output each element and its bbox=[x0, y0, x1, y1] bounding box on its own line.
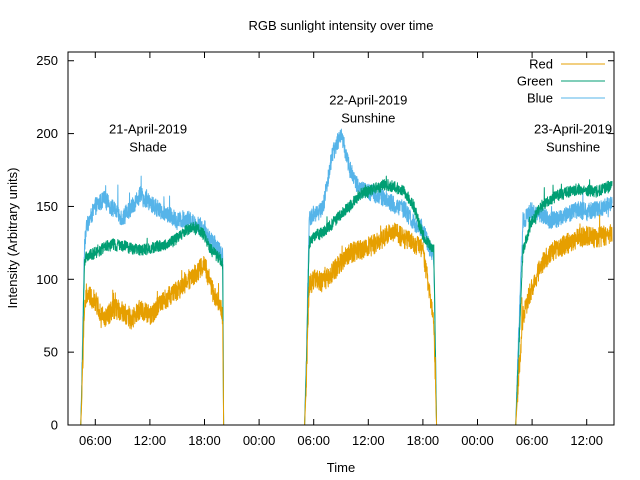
y-tick-label: 200 bbox=[36, 126, 58, 141]
legend-label-red: Red bbox=[529, 57, 553, 72]
annotations: 21-April-2019 Shade 22-April-2019 Sunshine 2… bbox=[109, 92, 612, 154]
y-tick-labels: 0 50 100 150 200 250 bbox=[36, 53, 58, 432]
tick-marks bbox=[68, 52, 614, 426]
y-tick-label: 150 bbox=[36, 199, 58, 214]
annotation-label: 21-April-2019 bbox=[109, 122, 187, 137]
series-line-green bbox=[78, 175, 613, 426]
series-line-red bbox=[78, 214, 613, 426]
y-tick-label: 250 bbox=[36, 53, 58, 68]
y-tick-label: 0 bbox=[51, 418, 58, 433]
x-tick-label: 12:00 bbox=[134, 433, 167, 448]
y-axis-label: Intensity (Arbitrary units) bbox=[5, 168, 20, 309]
x-tick-label: 12:00 bbox=[352, 433, 385, 448]
legend: Red Green Blue bbox=[517, 57, 605, 106]
chart-title: RGB sunlight intensity over time bbox=[249, 18, 434, 33]
plot-frame bbox=[67, 51, 615, 426]
series-line-blue bbox=[78, 128, 613, 426]
annotation-label: 22-April-2019 bbox=[329, 92, 407, 107]
x-tick-label: 18:00 bbox=[407, 433, 440, 448]
series-lines bbox=[78, 128, 613, 426]
x-tick-label: 12:00 bbox=[570, 433, 603, 448]
x-tick-label: 06:00 bbox=[297, 433, 330, 448]
y-tick-label: 50 bbox=[44, 345, 58, 360]
y-tick-label: 100 bbox=[36, 272, 58, 287]
x-tick-label: 18:00 bbox=[188, 433, 221, 448]
x-tick-label: 06:00 bbox=[79, 433, 112, 448]
x-tick-label: 00:00 bbox=[461, 433, 494, 448]
annotation-label: 23-April-2019 bbox=[534, 122, 612, 137]
annotation-label: Sunshine bbox=[341, 110, 395, 125]
x-tick-labels: 06:00 12:00 18:00 00:00 06:00 12:00 18:00 00:00… bbox=[79, 433, 603, 448]
annotation-label: Shade bbox=[129, 140, 167, 155]
x-axis-label: Time bbox=[327, 460, 355, 475]
x-tick-label: 06:00 bbox=[516, 433, 549, 448]
legend-label-green: Green bbox=[517, 74, 553, 89]
annotation-label: Sunshine bbox=[546, 140, 600, 155]
legend-label-blue: Blue bbox=[527, 91, 553, 106]
x-tick-label: 00:00 bbox=[243, 433, 276, 448]
